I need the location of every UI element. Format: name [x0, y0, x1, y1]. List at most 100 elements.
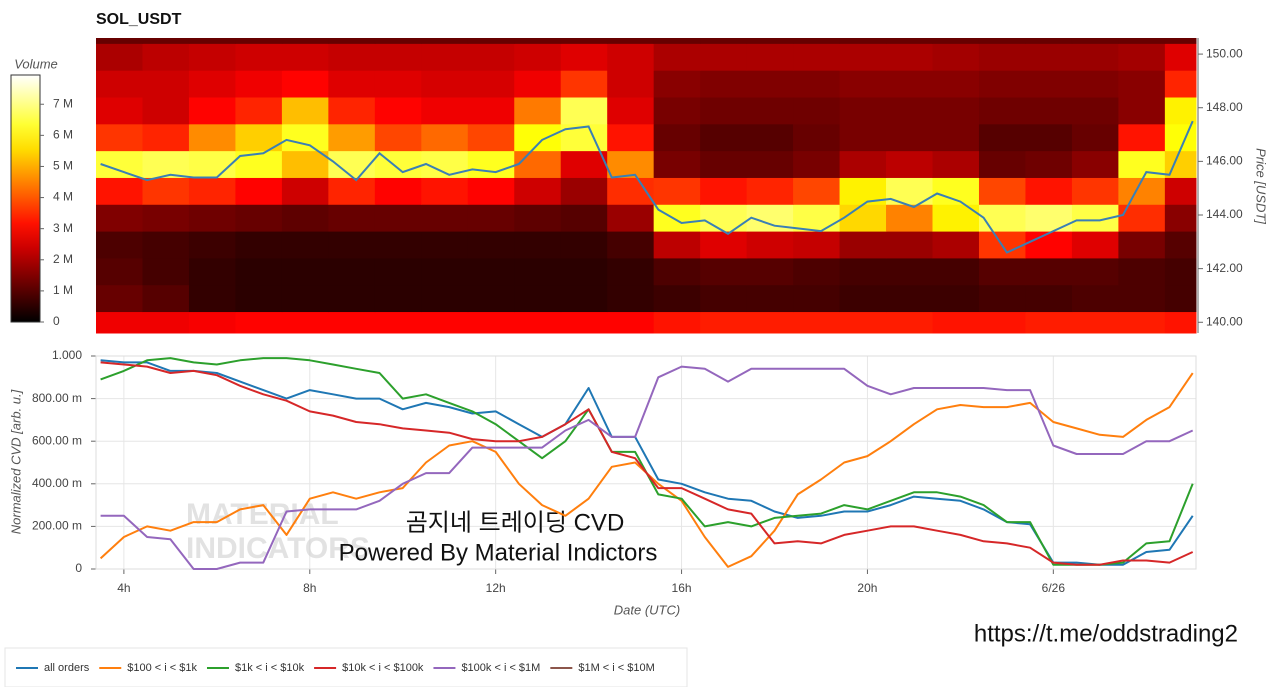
heat-cell	[560, 97, 608, 125]
heat-cell	[421, 70, 469, 98]
heat-cell	[1071, 38, 1119, 44]
heat-cell	[421, 257, 469, 286]
heat-cell	[793, 70, 841, 98]
heat-cell	[700, 150, 748, 178]
heat-cell	[978, 123, 1026, 152]
heat-cell	[607, 204, 655, 232]
heat-cell	[746, 43, 794, 71]
heat-cell	[188, 177, 236, 205]
heat-cell	[328, 311, 376, 334]
heat-cell	[467, 257, 515, 286]
x-tick-label: 4h	[117, 581, 130, 595]
heat-cell	[235, 177, 283, 205]
heat-cell	[96, 97, 143, 125]
colorbar-tick-label: 1 M	[53, 283, 73, 297]
heat-cell	[1025, 177, 1073, 205]
heat-cell	[188, 284, 236, 313]
price-line	[100, 120, 1194, 254]
heat-cell	[653, 38, 701, 44]
heat-cell	[188, 97, 236, 125]
y-tick-label: 200.00 m	[32, 519, 82, 533]
y-tick-label: 142.00	[1206, 261, 1243, 275]
heat-cell	[1164, 257, 1197, 286]
footer-link: https://t.me/oddstrading2	[974, 620, 1238, 647]
colorbar-tick-label: 6 M	[53, 128, 73, 142]
heat-cell	[374, 311, 422, 334]
heat-cell	[978, 70, 1026, 98]
heat-cell	[467, 311, 515, 334]
heat-cell	[188, 257, 236, 286]
heat-cell	[467, 284, 515, 313]
heat-cell	[281, 38, 329, 44]
heat-cell	[281, 177, 329, 205]
heat-cell	[932, 43, 980, 71]
heat-cell	[467, 38, 515, 44]
x-tick-label: 16h	[672, 581, 692, 595]
x-tick-label: 12h	[486, 581, 506, 595]
heat-cell	[793, 43, 841, 71]
heat-cell	[1071, 257, 1119, 286]
heat-cell	[793, 257, 841, 286]
heat-cell	[886, 204, 934, 232]
heat-cell	[281, 257, 329, 286]
heat-cell	[793, 311, 841, 334]
heat-cell	[96, 284, 143, 313]
legend-label: $10k < i < $100k	[342, 662, 424, 674]
heat-cell	[653, 284, 701, 313]
heat-cell	[235, 204, 283, 232]
heat-cell	[653, 231, 701, 259]
heat-cell	[839, 150, 887, 178]
heat-cell	[560, 70, 608, 98]
heat-cell	[1071, 70, 1119, 98]
heat-cell	[328, 123, 376, 152]
heat-cell	[1118, 231, 1166, 259]
heat-cell	[467, 43, 515, 71]
heat-cell	[746, 177, 794, 205]
heat-cell	[978, 204, 1026, 232]
heat-cell	[188, 311, 236, 334]
heat-cell	[514, 177, 562, 205]
heat-cell	[1025, 97, 1073, 125]
heat-cell	[560, 150, 608, 178]
heat-cell	[328, 70, 376, 98]
heat-cell	[142, 311, 190, 334]
heat-cell	[142, 123, 190, 152]
heat-cell	[560, 43, 608, 71]
heat-cell	[560, 257, 608, 286]
heat-cell	[932, 150, 980, 178]
heat-cell	[1071, 123, 1119, 152]
heat-cell	[839, 70, 887, 98]
heat-cell	[793, 204, 841, 232]
heat-cell	[514, 38, 562, 44]
heat-cell	[886, 257, 934, 286]
heat-cell	[328, 257, 376, 286]
heat-cell	[142, 150, 190, 178]
heat-cell	[607, 43, 655, 71]
colorbar-tick-label: 2 M	[53, 252, 73, 266]
heat-cell	[932, 231, 980, 259]
heat-cell	[653, 123, 701, 152]
heat-cell	[1025, 311, 1073, 334]
heat-cell	[188, 150, 236, 178]
heat-cell	[886, 231, 934, 259]
heat-cell	[421, 204, 469, 232]
heat-cell	[1025, 231, 1073, 259]
heat-cell	[1118, 70, 1166, 98]
heat-cell	[1025, 257, 1073, 286]
heat-cell	[700, 284, 748, 313]
heat-cell	[839, 123, 887, 152]
heat-cell	[96, 257, 143, 286]
heat-cell	[142, 231, 190, 259]
heat-cell	[653, 311, 701, 334]
heat-cell	[328, 231, 376, 259]
heat-cell	[328, 43, 376, 71]
heat-cell	[1118, 257, 1166, 286]
heat-cell	[607, 150, 655, 178]
heat-cell	[142, 97, 190, 125]
heat-cell	[188, 231, 236, 259]
heat-cell	[514, 43, 562, 71]
heat-cell	[328, 177, 376, 205]
heat-cell	[1118, 204, 1166, 232]
colorbar-tick-label: 5 M	[53, 159, 73, 173]
